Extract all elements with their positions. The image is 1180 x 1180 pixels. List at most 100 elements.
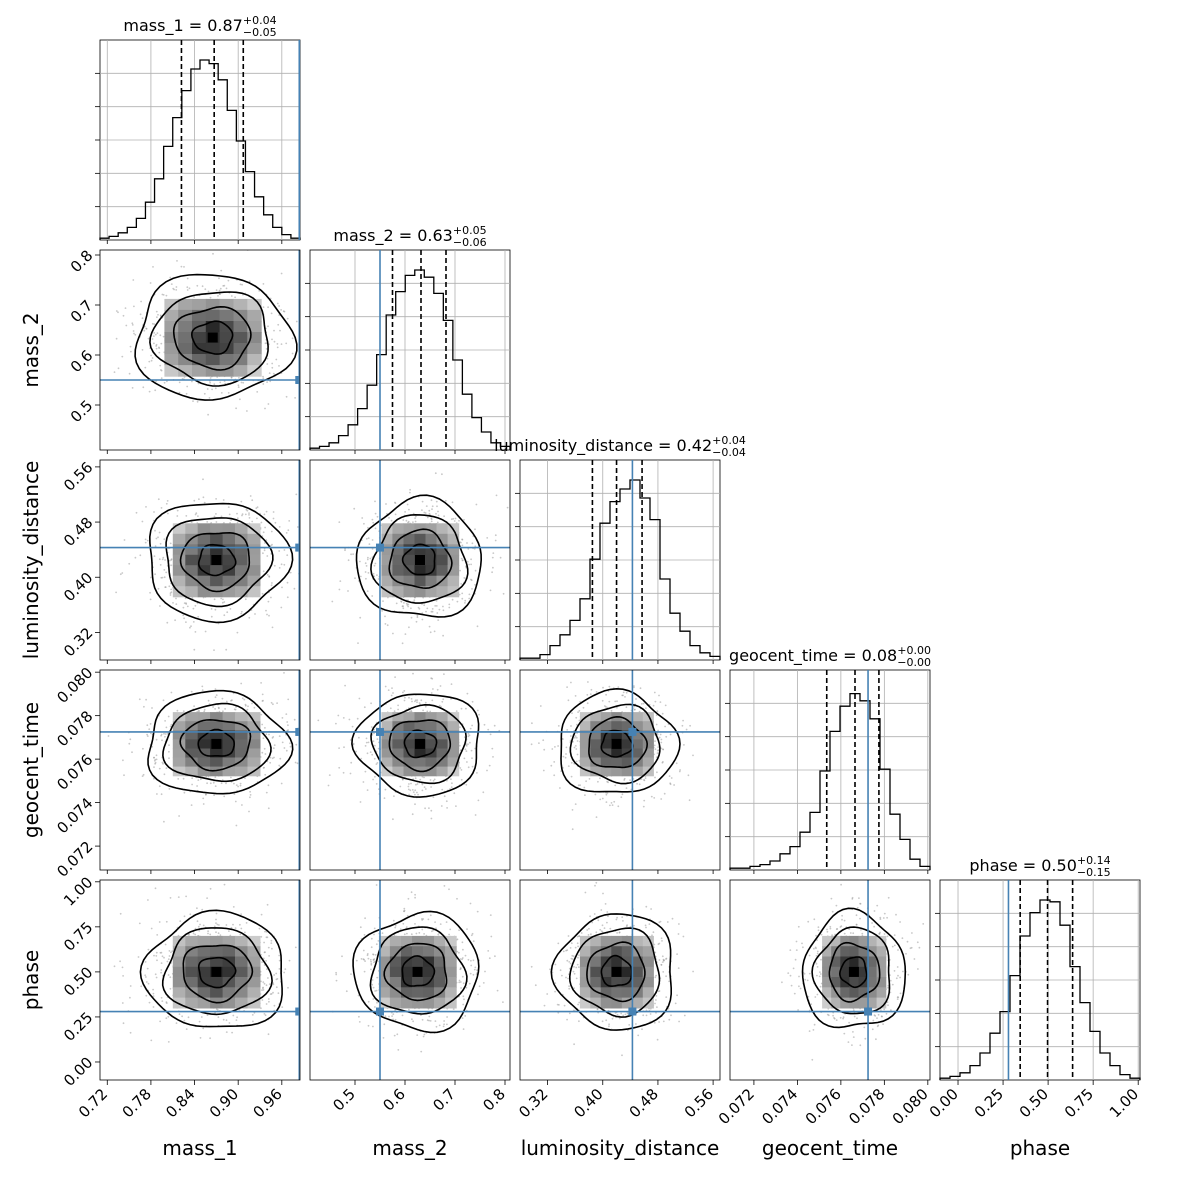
sample-point [197,515,199,517]
density-cell [381,721,393,731]
density-cell [233,343,248,355]
sample-point [236,512,238,515]
sample-point [198,498,200,501]
sample-point [287,729,289,731]
sample-point [304,916,306,918]
sample-point [130,350,132,353]
density-cell [579,766,591,777]
sample-point [660,741,663,744]
sample-point [664,725,666,728]
sample-point [272,747,275,750]
sample-point [115,337,118,340]
sample-point [471,588,473,590]
sample-point [153,511,155,513]
sample-point [125,324,128,327]
sample-point [196,400,199,403]
sample-point [169,592,172,595]
sample-point [394,513,397,516]
sample-point [155,347,158,350]
density-cell [197,544,211,556]
density-cell [235,757,248,768]
sample-point [194,631,197,633]
sample-point [375,763,378,765]
panel-title-geocent_time: geocent_time = 0.08+0.00 [729,644,931,666]
sample-point [281,717,284,719]
sample-point [165,767,168,770]
sample-point [450,698,452,700]
sample-point [186,385,189,388]
sample-point [642,805,645,808]
sample-point [178,815,181,817]
density-cell [210,730,224,740]
sample-point [579,784,581,787]
contour-level-3 [165,517,274,608]
sample-point [366,789,369,791]
sample-point [145,981,148,983]
sample-point [574,736,576,739]
sample-point [643,779,646,782]
sample-point [191,777,194,780]
sample-point [553,774,556,777]
density-cell [197,739,211,750]
sample-point [455,710,458,712]
sample-point [235,706,237,708]
sample-point [289,571,292,574]
sample-point [240,381,243,384]
density-cell [392,739,404,750]
sample-point [635,698,637,700]
sample-point [262,989,265,991]
sample-point [458,744,461,747]
sample-point [365,741,368,744]
sample-point [454,517,457,520]
sample-point [264,542,266,544]
title-plus: +0.04 [243,14,277,27]
panel-content [520,670,720,870]
density-peak [611,738,622,749]
sample-point [475,503,478,506]
sample-point [239,923,241,926]
density-cell [185,554,199,566]
density-cell [403,554,416,566]
sample-point [564,756,567,759]
sample-point [192,621,195,623]
sample-point [140,985,143,988]
sample-point [531,722,533,725]
sample-point [206,521,209,523]
sample-point [143,705,145,708]
sample-point [274,521,277,524]
density-cell [197,721,211,731]
sample-point [463,577,466,579]
hist-panel-phase: phase = 0.50+0.14−0.15 [935,854,1141,1081]
sample-point [215,498,218,500]
sample-point [206,388,209,390]
sample-point [146,724,149,727]
sample-point [404,633,407,635]
sample-point [264,1014,267,1017]
sample-point [217,1016,220,1019]
density-cell [611,766,623,777]
sample-point [233,782,235,785]
sample-point [401,778,404,781]
title-plus: +0.05 [453,224,487,237]
sample-point [167,974,170,976]
sample-point [364,745,367,747]
sample-point [186,286,189,289]
density-cell [197,748,211,759]
sample-point [264,773,267,776]
sample-point [442,605,444,608]
sample-point [176,509,179,512]
sample-point [458,519,460,522]
sample-point [194,927,197,930]
sample-point [585,780,587,783]
sample-point [317,719,320,722]
sample-point [661,712,664,715]
sample-point [144,366,147,369]
sample-point [294,946,297,949]
sample-point [214,688,217,690]
sample-point [411,789,414,791]
sample-point [134,556,137,559]
sample-point [264,407,266,410]
sample-point [158,558,161,561]
density-cell [210,721,224,731]
sample-point [291,337,294,340]
